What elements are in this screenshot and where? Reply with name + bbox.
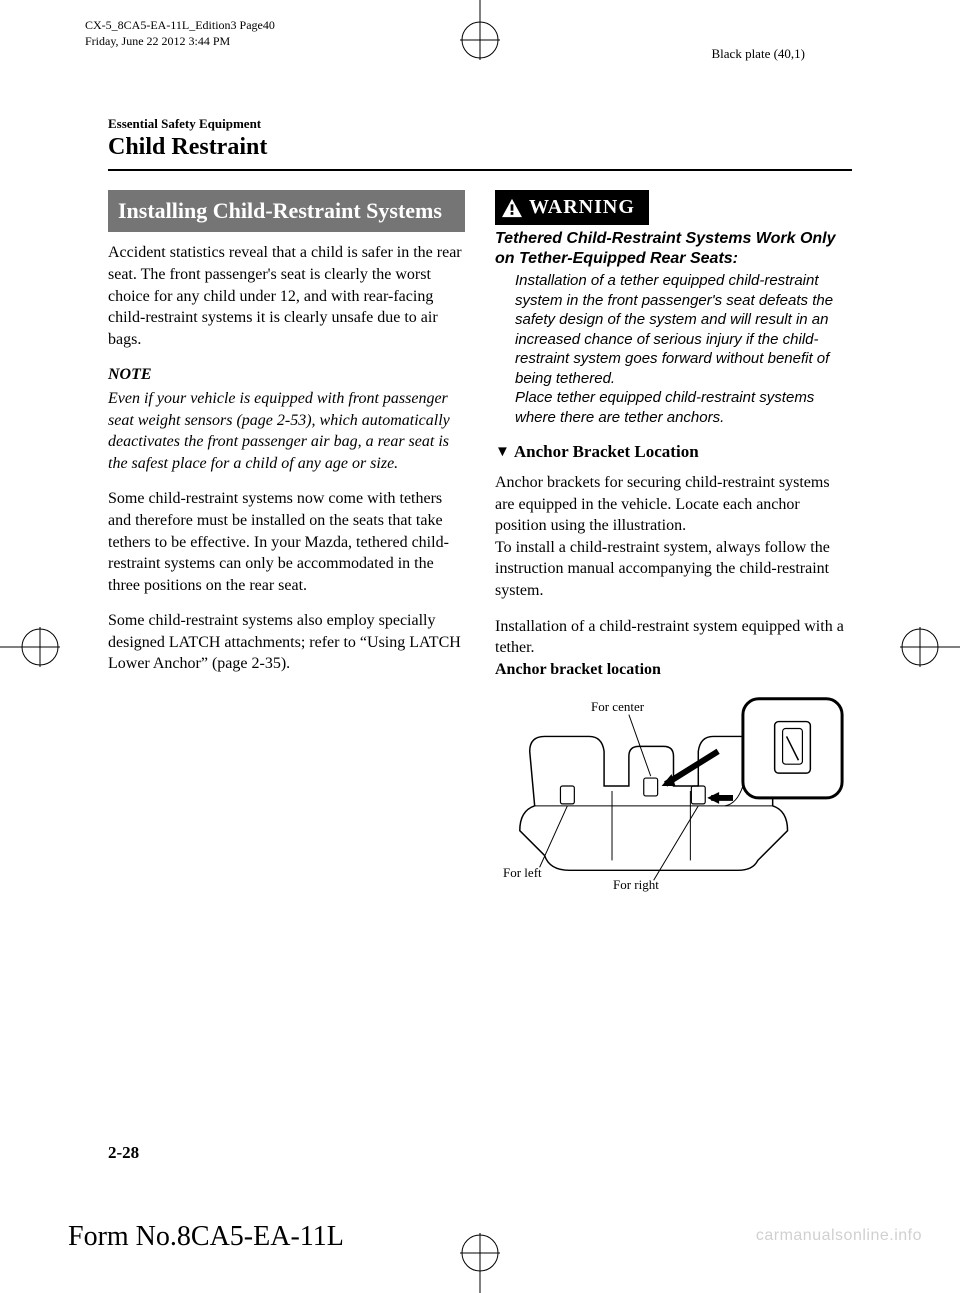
right-column: WARNING Tethered Child-Restraint Systems… bbox=[495, 190, 852, 1093]
crop-mark-left bbox=[0, 607, 60, 687]
crop-mark-bottom bbox=[440, 1233, 520, 1293]
warning-box: WARNING Tethered Child-Restraint Systems… bbox=[495, 190, 852, 427]
subheading-anchor-bracket: ▼ Anchor Bracket Location bbox=[495, 441, 852, 464]
watermark: carmanualsonline.info bbox=[756, 1227, 922, 1245]
diagram-label-right: For right bbox=[613, 876, 659, 894]
meta-left: CX-5_8CA5-EA-11L_Edition3 Page40 Friday,… bbox=[85, 18, 275, 49]
page-container: CX-5_8CA5-EA-11L_Edition3 Page40 Friday,… bbox=[0, 0, 960, 1293]
anchor-diagram: For center For left For right bbox=[495, 686, 852, 891]
right-para-1: Anchor brackets for securing child-restr… bbox=[495, 472, 852, 537]
timestamp: Friday, June 22 2012 3:44 PM bbox=[85, 34, 275, 50]
left-para-1: Accident statistics reveal that a child … bbox=[108, 242, 465, 350]
left-para-2: Some child-restraint systems now come wi… bbox=[108, 488, 465, 596]
subheading-text: Anchor Bracket Location bbox=[514, 441, 699, 464]
left-column: Installing Child-Restraint Systems Accid… bbox=[108, 190, 465, 1093]
section-title-box: Installing Child-Restraint Systems bbox=[108, 190, 465, 232]
crop-mark-right bbox=[900, 607, 960, 687]
crop-mark-top bbox=[440, 0, 520, 60]
bracket-label: Anchor bracket location bbox=[495, 659, 852, 681]
left-para-3: Some child-restraint systems also employ… bbox=[108, 610, 465, 675]
warning-body-1: Installation of a tether equipped child-… bbox=[495, 271, 852, 388]
warning-title: Tethered Child-Restraint Systems Work On… bbox=[495, 229, 852, 269]
note-label: NOTE bbox=[108, 364, 465, 386]
right-para-3: Installation of a child-restraint system… bbox=[495, 616, 852, 659]
seat-diagram-svg bbox=[495, 686, 852, 891]
plate-label: Black plate (40,1) bbox=[712, 46, 806, 62]
header-section: Essential Safety Equipment bbox=[108, 116, 852, 132]
page-header: Essential Safety Equipment Child Restrai… bbox=[108, 116, 852, 171]
header-title: Child Restraint bbox=[108, 134, 852, 161]
note-text: Even if your vehicle is equipped with fr… bbox=[108, 388, 465, 474]
warning-triangle-icon bbox=[501, 198, 523, 218]
doc-id: CX-5_8CA5-EA-11L_Edition3 Page40 bbox=[85, 18, 275, 34]
header-rule bbox=[108, 169, 852, 171]
form-number: Form No.8CA5-EA-11L bbox=[68, 1221, 344, 1253]
diagram-label-center: For center bbox=[591, 698, 644, 716]
diagram-label-left: For left bbox=[503, 864, 542, 882]
warning-label-text: WARNING bbox=[529, 194, 635, 221]
warning-header: WARNING bbox=[495, 190, 649, 225]
page-number: 2-28 bbox=[108, 1143, 139, 1163]
right-para-2: To install a child-restraint system, alw… bbox=[495, 537, 852, 602]
down-triangle-icon: ▼ bbox=[495, 442, 510, 462]
content-area: Installing Child-Restraint Systems Accid… bbox=[108, 190, 852, 1093]
warning-body-2: Place tether equipped child-restraint sy… bbox=[495, 388, 852, 427]
